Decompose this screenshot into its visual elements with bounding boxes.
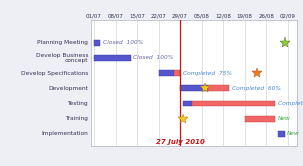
Text: Closed  100%: Closed 100%: [103, 40, 143, 45]
FancyBboxPatch shape: [208, 85, 229, 91]
FancyBboxPatch shape: [183, 101, 192, 106]
FancyBboxPatch shape: [158, 70, 174, 76]
FancyBboxPatch shape: [174, 70, 180, 76]
Text: Completed  75%: Completed 75%: [182, 71, 231, 76]
FancyBboxPatch shape: [245, 116, 275, 122]
FancyBboxPatch shape: [94, 40, 100, 46]
Text: Completed  60%: Completed 60%: [232, 86, 281, 91]
FancyBboxPatch shape: [192, 101, 275, 106]
Text: 27 July 2010: 27 July 2010: [156, 139, 205, 145]
Text: Completed  10%: Completed 10%: [278, 101, 303, 106]
Text: Closed  100%: Closed 100%: [133, 55, 174, 60]
Text: New: New: [278, 116, 291, 121]
FancyBboxPatch shape: [94, 55, 131, 61]
FancyBboxPatch shape: [180, 85, 208, 91]
FancyBboxPatch shape: [278, 131, 285, 137]
Text: New: New: [287, 131, 300, 136]
